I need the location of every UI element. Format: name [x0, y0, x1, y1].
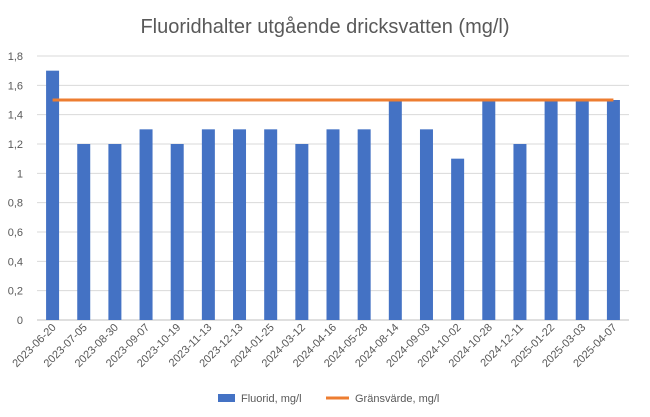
y-axis-ticks: 0 0,2 0,4 0,6 0,8 1 1,2 1,4 1,6 1,8: [8, 51, 23, 327]
bar: [419, 129, 433, 320]
legend: Fluorid, mg/l Gränsvärde, mg/l: [218, 393, 439, 405]
bar: [264, 129, 278, 320]
y-tick-label: 0,6: [8, 227, 23, 239]
y-tick-label: 1,2: [8, 139, 23, 151]
bar-series: [46, 70, 620, 321]
y-tick-label: 1,4: [8, 110, 23, 122]
y-tick-label: 0,2: [8, 286, 23, 298]
bar: [606, 100, 620, 320]
legend-label-fluorid: Fluorid, mg/l: [241, 393, 302, 405]
y-tick-label: 0,8: [8, 198, 23, 210]
bar: [233, 129, 247, 320]
y-tick-label: 1,8: [8, 51, 23, 63]
bar: [357, 129, 371, 320]
x-axis-ticks: 2023-06-202023-07-052023-08-302023-09-07…: [10, 322, 619, 370]
bar: [326, 129, 340, 320]
bar: [201, 129, 215, 320]
legend-label-gransvarde: Gränsvärde, mg/l: [355, 393, 439, 405]
bar: [170, 144, 184, 320]
bar: [77, 144, 91, 320]
y-tick-label: 0: [17, 315, 23, 327]
bar: [451, 158, 465, 320]
bar: [108, 144, 122, 320]
y-tick-label: 1: [17, 168, 23, 180]
bar: [46, 70, 60, 321]
bar: [388, 100, 402, 320]
y-tick-label: 0,4: [8, 256, 23, 268]
legend-swatch-fluorid: [218, 394, 235, 402]
bar: [139, 129, 153, 320]
bar: [575, 100, 589, 320]
bar: [544, 100, 558, 320]
bar: [513, 144, 527, 320]
bar: [482, 100, 496, 320]
bar: [295, 144, 309, 320]
chart-title: Fluoridhalter utgående dricksvatten (mg/…: [140, 16, 509, 38]
y-tick-label: 1,6: [8, 80, 23, 92]
